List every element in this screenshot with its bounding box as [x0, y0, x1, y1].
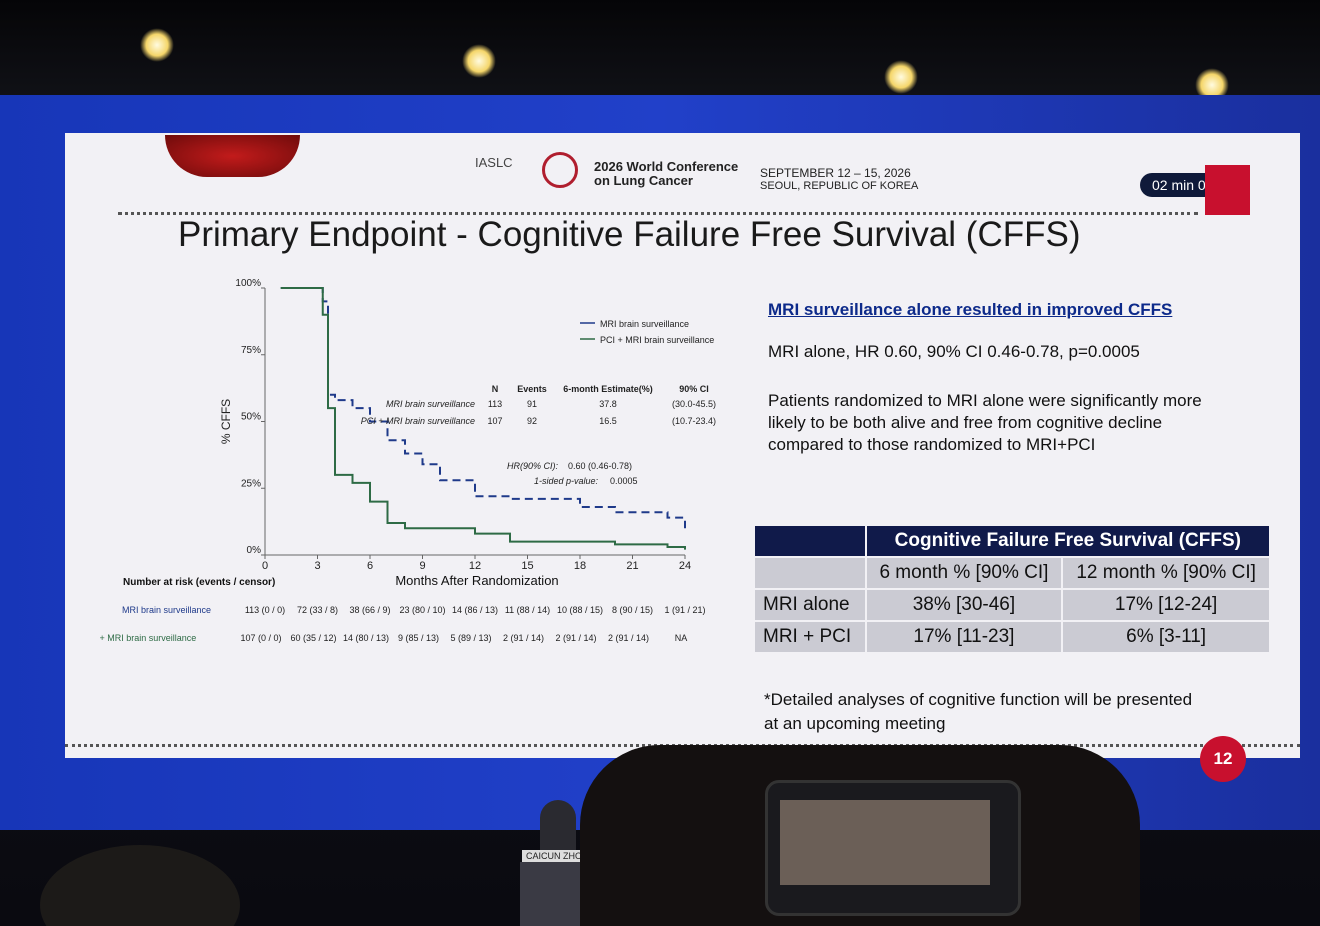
risk-row-label: PCI + MRI brain surveillance	[100, 633, 196, 643]
row-header: MRI + PCI	[753, 620, 867, 654]
survival-curve	[280, 287, 686, 550]
stats-cell: (30.0-45.5)	[672, 399, 716, 409]
stats-cell: 107	[487, 416, 502, 426]
slide-title: Primary Endpoint - Cognitive Failure Fre…	[178, 215, 1081, 254]
risk-cell: 8 (90 / 15)	[612, 605, 653, 615]
stage-light	[884, 60, 918, 94]
corner-decoration	[1205, 165, 1250, 215]
legend-label: PCI + MRI brain surveillance	[600, 335, 714, 345]
page-number: 12	[1200, 736, 1246, 782]
column-header: 6 month % [90% CI]	[864, 556, 1064, 590]
risk-cell: 5 (89 / 13)	[450, 633, 491, 643]
stage-light	[462, 44, 496, 78]
podium	[520, 862, 580, 926]
phone-screen	[780, 800, 990, 885]
footnote: *Detailed analyses of cognitive function…	[764, 690, 1193, 733]
risk-cell: 1 (91 / 21)	[664, 605, 705, 615]
risk-cell: 23 (80 / 10)	[399, 605, 445, 615]
risk-cell: 10 (88 / 15)	[557, 605, 603, 615]
risk-cell: NA	[675, 633, 688, 643]
dates: SEPTEMBER 12 – 15, 2026	[760, 166, 911, 180]
legend-label: MRI brain surveillance	[600, 319, 689, 329]
x-tick-label: 6	[367, 560, 373, 572]
risk-title: Number at risk (events / censor)	[123, 577, 275, 588]
km-chart: 0% 25% 50% 75% 100% 0 3 6 9 12 15 18 21 24 % CFFS Month…	[100, 278, 716, 643]
y-tick-label: 50%	[241, 412, 261, 423]
stats-header: 6-month Estimate(%)	[563, 384, 653, 394]
stats-cell: 113	[488, 399, 502, 409]
y-tick-label: 75%	[241, 345, 261, 356]
header-divider	[118, 212, 1198, 215]
risk-row-label: MRI brain surveillance	[122, 605, 211, 615]
speaker-nameplate: CAICUN ZHOU	[522, 850, 593, 862]
risk-cell: 11 (88 / 14)	[505, 605, 550, 615]
survival-curve	[280, 287, 686, 529]
risk-cell: 60 (35 / 12)	[290, 633, 336, 643]
x-tick-label: 21	[626, 560, 638, 572]
conference-name: 2026 World Conference on Lung Cancer	[594, 159, 739, 188]
stats-row-label: PCI + MRI brain surveillance	[361, 416, 475, 426]
society: IASLC	[475, 155, 513, 170]
y-tick-label: 25%	[241, 478, 261, 489]
x-tick-label: 15	[521, 560, 533, 572]
table-corner	[753, 556, 867, 590]
y-tick-label: 0%	[247, 545, 262, 556]
x-tick-label: 9	[419, 560, 425, 572]
x-tick-label: 24	[679, 560, 691, 572]
cffs-table: Cognitive Failure Free Survival (CFFS) 6…	[753, 524, 1272, 654]
column-header: 12 month % [90% CI]	[1061, 556, 1271, 590]
x-tick-label: 3	[314, 560, 320, 572]
risk-cell: 14 (86 / 13)	[452, 605, 498, 615]
table-cell: 6% [3-11]	[1061, 620, 1271, 654]
stats-header: N	[492, 384, 499, 394]
stats-header: Events	[517, 384, 547, 394]
y-tick-label: 100%	[235, 278, 261, 289]
stats-cell: 91	[527, 399, 537, 409]
x-tick-label: 0	[262, 560, 268, 572]
table-cell: 17% [12-24]	[1061, 588, 1271, 622]
stage-light	[140, 28, 174, 62]
risk-cell: 2 (91 / 14)	[503, 633, 544, 643]
stats-cell: 92	[527, 416, 537, 426]
table-cell: 38% [30-46]	[864, 588, 1064, 622]
speaker	[540, 800, 576, 850]
risk-cell: 14 (80 / 13)	[343, 633, 389, 643]
risk-cell: 2 (91 / 14)	[608, 633, 649, 643]
y-axis-label: % CFFS	[219, 399, 233, 444]
risk-cell: 72 (33 / 8)	[297, 605, 338, 615]
table-title: Cognitive Failure Free Survival (CFFS)	[864, 524, 1272, 558]
audience-head	[40, 845, 240, 926]
row-header: MRI alone	[753, 588, 867, 622]
conference-logo	[542, 152, 578, 188]
risk-cell: 113 (0 / 0)	[245, 605, 285, 615]
table-corner	[753, 524, 867, 558]
findings-hr: MRI alone, HR 0.60, 90% CI 0.46-0.78, p=…	[768, 342, 1140, 361]
findings-heading: MRI surveillance alone resulted in impro…	[768, 300, 1173, 319]
table-cell: 17% [11-23]	[864, 620, 1064, 654]
risk-cell: 2 (91 / 14)	[555, 633, 596, 643]
slide	[65, 133, 1300, 758]
x-axis-label: Months After Randomization	[395, 573, 558, 588]
stats-cell: (10.7-23.4)	[672, 416, 716, 426]
logo-decoration	[165, 135, 300, 177]
pvalue-value: 0.0005	[610, 476, 638, 486]
x-tick-label: 12	[469, 560, 481, 572]
x-tick-label: 18	[574, 560, 586, 572]
pvalue-label: 1-sided p-value:	[534, 476, 599, 486]
risk-cell: 107 (0 / 0)	[240, 633, 281, 643]
stats-cell: 16.5	[599, 416, 617, 426]
stats-header: 90% CI	[679, 384, 709, 394]
stats-row-label: MRI brain surveillance	[386, 399, 475, 409]
risk-cell: 9 (85 / 13)	[398, 633, 439, 643]
location: SEOUL, REPUBLIC OF KOREA	[760, 180, 919, 192]
hr-label: HR(90% CI):	[507, 461, 559, 471]
risk-cell: 38 (66 / 9)	[349, 605, 390, 615]
stats-cell: 37.8	[599, 399, 617, 409]
hr-value: 0.60 (0.46-0.78)	[568, 461, 632, 471]
findings-body: Patients randomized to MRI alone were si…	[768, 391, 1202, 454]
